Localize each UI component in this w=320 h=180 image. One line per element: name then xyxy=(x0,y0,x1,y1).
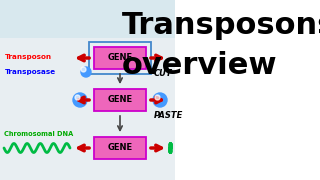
Circle shape xyxy=(155,95,160,100)
Bar xyxy=(94,47,146,69)
Bar xyxy=(94,137,146,159)
Circle shape xyxy=(73,93,87,107)
Text: Transposon: Transposon xyxy=(5,54,52,60)
Bar xyxy=(89,42,151,74)
Circle shape xyxy=(81,67,86,72)
Circle shape xyxy=(153,93,167,107)
Text: overview: overview xyxy=(122,51,277,80)
Text: GENE: GENE xyxy=(108,96,132,105)
Text: CUT: CUT xyxy=(154,69,172,78)
Text: Transposons: Transposons xyxy=(122,10,320,39)
Circle shape xyxy=(75,95,80,100)
Text: GENE: GENE xyxy=(108,53,132,62)
Bar xyxy=(0,38,175,180)
Text: PASTE: PASTE xyxy=(154,111,183,120)
Text: Transposase: Transposase xyxy=(5,69,56,75)
Text: Chromosomal DNA: Chromosomal DNA xyxy=(4,131,73,137)
Bar xyxy=(94,89,146,111)
Circle shape xyxy=(81,67,91,77)
Text: GENE: GENE xyxy=(108,143,132,152)
Bar xyxy=(0,0,175,180)
